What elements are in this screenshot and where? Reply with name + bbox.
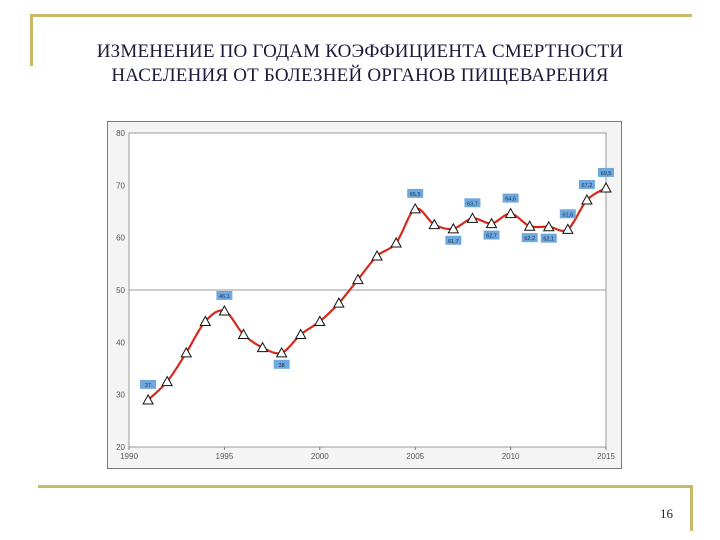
data-point-marker xyxy=(504,207,517,219)
data-label: 65,5 xyxy=(410,192,421,198)
data-label-box xyxy=(578,179,595,189)
y-tick-label: 20 xyxy=(116,443,125,452)
data-point-marker xyxy=(333,297,345,308)
data-point-marker xyxy=(161,375,174,387)
data-label: 63,7 xyxy=(467,201,478,207)
data-label-box xyxy=(483,230,500,240)
y-tick-label: 70 xyxy=(116,181,125,190)
data-label-box xyxy=(540,233,557,243)
data-label: 64,6 xyxy=(505,197,516,203)
chart-frame: 20 30 40 50 60 70 80 1990 1995 2000 2005 2010 2015 27… xyxy=(107,121,622,469)
data-label: 69,5 xyxy=(601,171,612,177)
data-point-marker xyxy=(466,212,479,223)
data-label: 38 xyxy=(279,363,285,369)
data-point-marker xyxy=(275,346,288,358)
slide-title: ИЗМЕНЕНИЕ ПО ГОДАМ КОЭФФИЦИЕНТА СМЕРТНОС… xyxy=(40,40,680,88)
page-number: 16 xyxy=(660,506,673,521)
line-chart: 20 30 40 50 60 70 80 1990 1995 2000 2005 2010 2015 27… xyxy=(116,129,615,461)
data-label: 46,1 xyxy=(219,294,230,300)
data-point-marker xyxy=(256,341,269,353)
data-label: 62,1 xyxy=(543,237,554,243)
data-label-box xyxy=(140,379,157,389)
data-label-box xyxy=(502,193,519,203)
x-tick-label: 2000 xyxy=(311,452,329,461)
data-point-marker xyxy=(218,304,231,316)
data-label-box xyxy=(407,188,424,198)
data-point-marker xyxy=(142,393,154,405)
data-label-box xyxy=(445,235,462,245)
decor-rule-top xyxy=(30,14,692,17)
slide-title-line-2: НАСЕЛЕНИЯ ОТ БОЛЕЗНЕЙ ОРГАНОВ ПИЩЕВАРЕНИ… xyxy=(111,65,609,86)
y-tick-label: 80 xyxy=(116,129,125,138)
data-point-marker xyxy=(600,181,612,193)
data-point-marker xyxy=(523,220,536,231)
data-point-marker xyxy=(294,328,307,340)
x-tick-label: 2010 xyxy=(502,452,520,461)
decor-rule-bottom-vertical xyxy=(690,485,693,531)
data-point-marker xyxy=(180,346,193,358)
data-point-marker xyxy=(485,217,498,229)
data-point-marker xyxy=(237,328,250,340)
data-point-marker xyxy=(409,202,422,214)
data-label: 27 xyxy=(145,383,151,389)
x-tick-label: 1990 xyxy=(120,452,138,461)
data-label-box xyxy=(521,233,538,243)
data-point-marker xyxy=(428,218,441,230)
decor-rule-bottom xyxy=(38,485,693,488)
data-point-marker xyxy=(542,220,555,232)
y-tick-label: 40 xyxy=(116,338,125,347)
data-point-marker xyxy=(561,223,574,234)
data-point-marker xyxy=(313,315,326,326)
data-label: 62,2 xyxy=(524,236,535,242)
y-tick-label: 60 xyxy=(116,234,125,243)
data-label-box xyxy=(559,209,576,219)
data-label-box xyxy=(464,198,481,208)
data-label: 61,6 xyxy=(562,212,573,218)
data-label: 61,7 xyxy=(448,239,459,245)
x-tick-label: 2015 xyxy=(597,452,615,461)
y-tick-label: 50 xyxy=(116,286,125,295)
data-label-box xyxy=(216,290,233,300)
data-point-marker xyxy=(581,194,593,205)
decor-rule-vertical xyxy=(30,14,33,66)
data-point-marker xyxy=(199,315,212,326)
data-label-box xyxy=(598,167,614,177)
x-tick-label: 2005 xyxy=(406,452,424,461)
data-point-marker xyxy=(371,250,383,261)
data-point-marker xyxy=(390,236,402,248)
data-label-box xyxy=(273,359,290,369)
x-tick-label: 1995 xyxy=(216,452,234,461)
slide-title-line-1: ИЗМЕНЕНИЕ ПО ГОДАМ КОЭФФИЦИЕНТА СМЕРТНОС… xyxy=(96,41,624,62)
data-label: 67,2 xyxy=(582,183,593,189)
y-tick-label: 30 xyxy=(116,391,125,400)
data-point-marker xyxy=(447,222,460,234)
data-point-marker xyxy=(352,273,364,285)
data-label: 62,7 xyxy=(486,234,497,240)
